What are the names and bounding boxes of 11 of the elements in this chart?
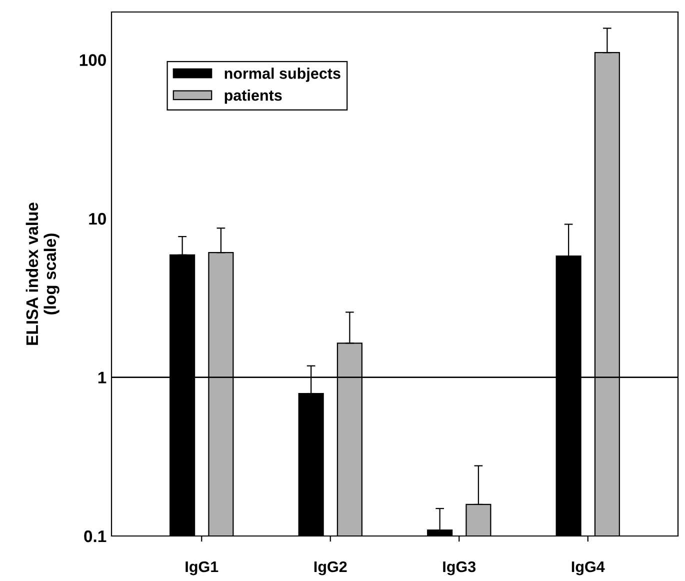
- y-axis-title: ELISA index value (log scale): [26, 202, 60, 345]
- legend-label: patients: [224, 90, 282, 104]
- x-tick-label: IgG1: [186, 561, 218, 576]
- y-tick-label: 0.1: [84, 530, 106, 542]
- y-tick-label: 100: [80, 54, 106, 66]
- x-tick-label: IgG4: [572, 561, 605, 576]
- y-tick-label: 1: [98, 372, 106, 384]
- x-tick-label: IgG2: [314, 561, 347, 576]
- x-tick-label: IgG3: [443, 561, 476, 576]
- legend-label: normal subjects: [224, 68, 340, 82]
- y-tick-label: 10: [89, 212, 106, 225]
